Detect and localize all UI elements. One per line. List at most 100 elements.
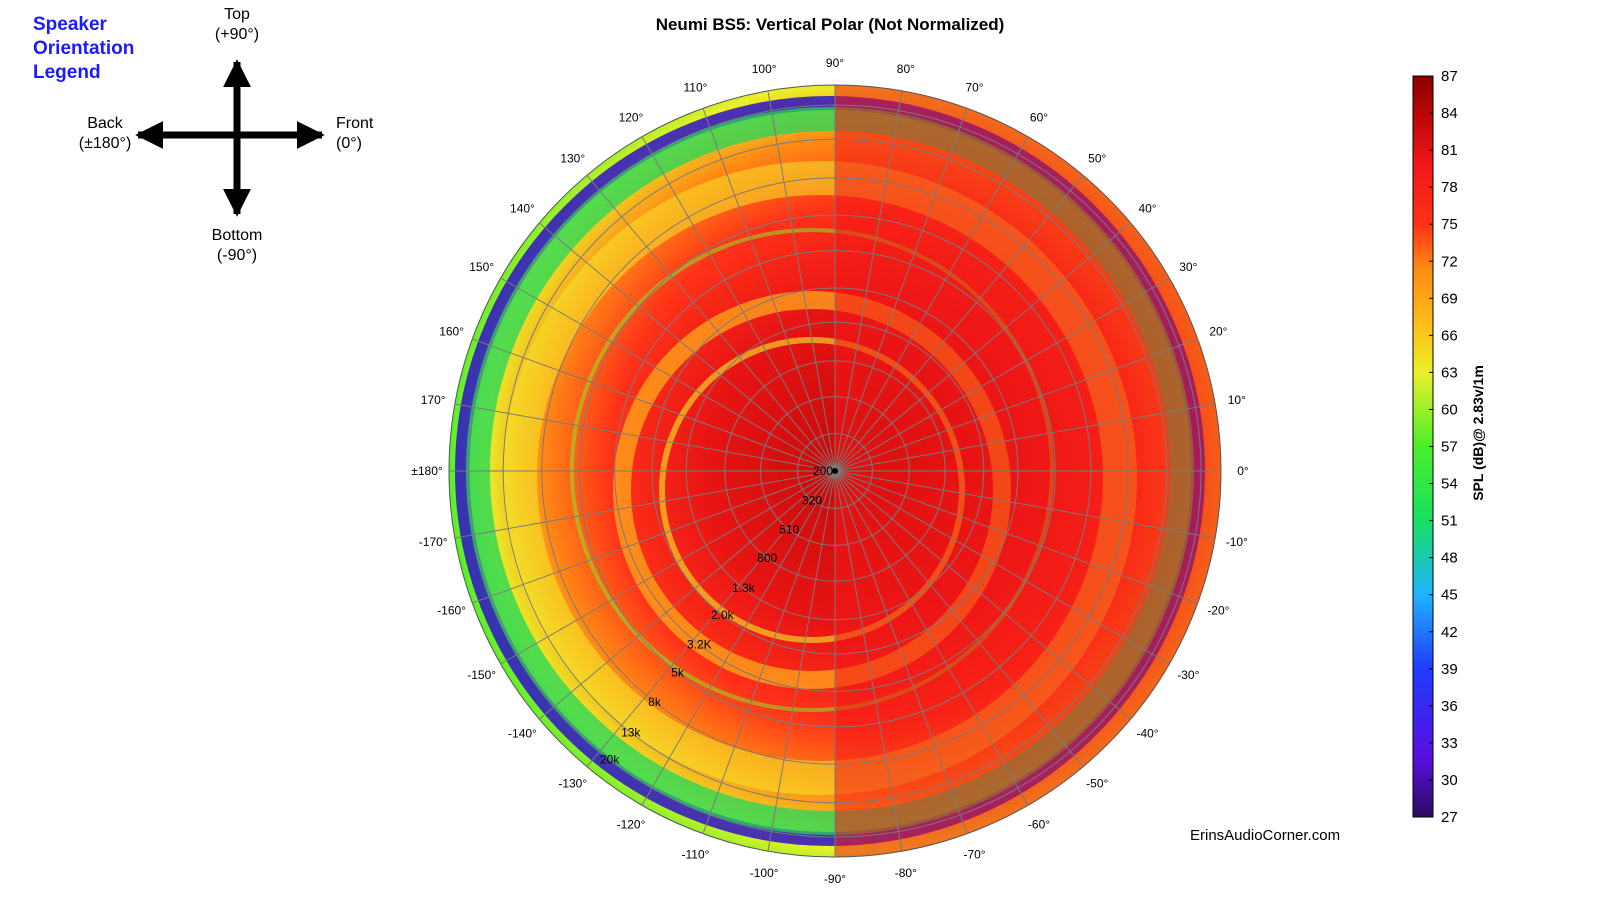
polar-grid: [448, 84, 1222, 858]
angle-label: 70°: [965, 81, 983, 95]
colorbar-tick-label: 66: [1441, 327, 1458, 344]
angle-label: 150°: [469, 260, 494, 274]
grid-spoke: [500, 470, 836, 665]
colorbar-tick-label: 54: [1441, 476, 1458, 493]
legend-bottom-label: Bottom (-90°): [195, 226, 279, 266]
grid-spoke: [472, 470, 836, 604]
angle-label: 100°: [752, 62, 777, 76]
grid-spoke: [834, 222, 1132, 472]
grid-spoke: [767, 90, 836, 472]
angle-label: 160°: [439, 324, 464, 338]
grid-spoke: [834, 174, 1084, 472]
colorbar-tick-label: 36: [1441, 698, 1458, 715]
angle-label: ±180°: [411, 464, 443, 478]
colorbar-tick-label: 45: [1441, 587, 1458, 604]
angle-label: -110°: [681, 847, 709, 861]
angle-label: 90°: [826, 56, 844, 70]
angle-label: -150°: [467, 668, 496, 682]
legend-title-line: Speaker: [33, 14, 107, 35]
legend-top-text: Top: [224, 6, 250, 23]
angle-label: 50°: [1088, 151, 1106, 165]
grid-spoke: [834, 90, 903, 472]
colorbar-tick-label: 69: [1441, 290, 1458, 307]
legend-back-angle: (±180°): [78, 135, 132, 152]
grid-spoke: [454, 403, 836, 472]
grid-spoke: [586, 174, 836, 472]
angle-label: -170°: [419, 535, 448, 549]
angle-label: -40°: [1136, 726, 1158, 740]
orientation-legend-title: Speaker Orientation Legend: [33, 13, 134, 85]
grid-spoke: [454, 470, 836, 539]
grid-spoke: [834, 470, 1132, 720]
colorbar-tick-label: 75: [1441, 216, 1458, 233]
colorbar-tick-label: 39: [1441, 661, 1458, 678]
legend-front-text: Front: [336, 115, 374, 132]
angle-label: 0°: [1237, 464, 1249, 478]
angle-label: -10°: [1226, 535, 1248, 549]
grid-spoke: [834, 136, 1029, 472]
colorbar-ticks: 87 84 81 78 75 72 69 66 63 60 57 54 51 48 45 42 39 36 33 30…: [1429, 68, 1458, 826]
legend-front-angle: (0°): [336, 135, 362, 152]
legend-back-label: Back (±180°): [60, 114, 150, 154]
grid-spoke: [834, 470, 1170, 665]
radial-tick-label: 200: [813, 464, 833, 478]
radial-tick-label: 5k: [671, 666, 685, 680]
radial-tick-label: 1.3k: [732, 581, 756, 595]
angle-label: 40°: [1138, 202, 1156, 216]
angle-label: -20°: [1207, 604, 1229, 618]
colorbar-tick-label: 57: [1441, 439, 1458, 456]
colorbar-tick-label: 81: [1441, 142, 1458, 159]
radial-tick-label: 20k: [600, 752, 620, 766]
radial-tick-label: 510: [779, 523, 799, 537]
grid-spoke: [538, 222, 836, 472]
angle-label: -60°: [1028, 817, 1050, 831]
angle-label: 60°: [1030, 111, 1048, 125]
angle-label: 120°: [619, 111, 644, 125]
colorbar-tick-label: 27: [1441, 809, 1458, 826]
angle-label: 140°: [510, 202, 535, 216]
grid-spoke: [834, 338, 1198, 472]
legend-top-angle: (+90°): [214, 26, 260, 43]
angle-label: 30°: [1179, 260, 1197, 274]
angle-label: 130°: [560, 151, 585, 165]
grid-spoke: [702, 108, 836, 472]
colorbar-tick-label: 51: [1441, 513, 1458, 530]
colorbar-tick-label: 60: [1441, 401, 1458, 418]
angle-label: 80°: [897, 62, 915, 76]
angle-labels: 0° 10° 20° 30° 40° 50° 60° 70° 80° 90° 100° 110° 120…: [411, 56, 1249, 886]
radial-tick-label: 13k: [621, 725, 641, 739]
angle-label: -100°: [750, 866, 779, 880]
radial-tick-label: 3.2K: [687, 638, 712, 652]
legend-title-line: Legend: [33, 62, 101, 83]
angle-label: 10°: [1228, 393, 1246, 407]
legend-top-label: Top (+90°): [205, 5, 269, 45]
orientation-cross: [135, 59, 325, 217]
colorbar-tick-label: 72: [1441, 253, 1458, 270]
grid-spoke: [834, 470, 1029, 806]
grid-spoke: [702, 470, 836, 834]
legend-back-text: Back: [87, 115, 123, 132]
radial-tick-label: 800: [757, 551, 777, 565]
grid-spoke: [834, 470, 903, 852]
radial-tick-label: 320: [802, 493, 822, 507]
grid-spoke: [834, 277, 1170, 472]
grid-spoke: [834, 403, 1216, 472]
grid-spoke: [834, 108, 968, 472]
grid-spoke: [767, 470, 836, 852]
grid-spoke: [472, 338, 836, 472]
grid-spoke: [586, 470, 836, 768]
legend-front-label: Front (0°): [336, 114, 392, 154]
grid-spoke: [834, 470, 968, 834]
angle-label: -90°: [824, 872, 846, 886]
angle-label: 20°: [1209, 324, 1227, 338]
grid-spoke: [538, 470, 836, 720]
colorbar-tick-label: 30: [1441, 772, 1458, 789]
grid-spoke: [641, 136, 836, 472]
legend-bottom-text: Bottom: [211, 227, 263, 244]
colorbar-tick-label: 63: [1441, 364, 1458, 381]
colorbar-tick-label: 48: [1441, 550, 1458, 567]
colorbar-tick-label: 78: [1441, 179, 1458, 196]
grid-spoke: [500, 277, 836, 472]
